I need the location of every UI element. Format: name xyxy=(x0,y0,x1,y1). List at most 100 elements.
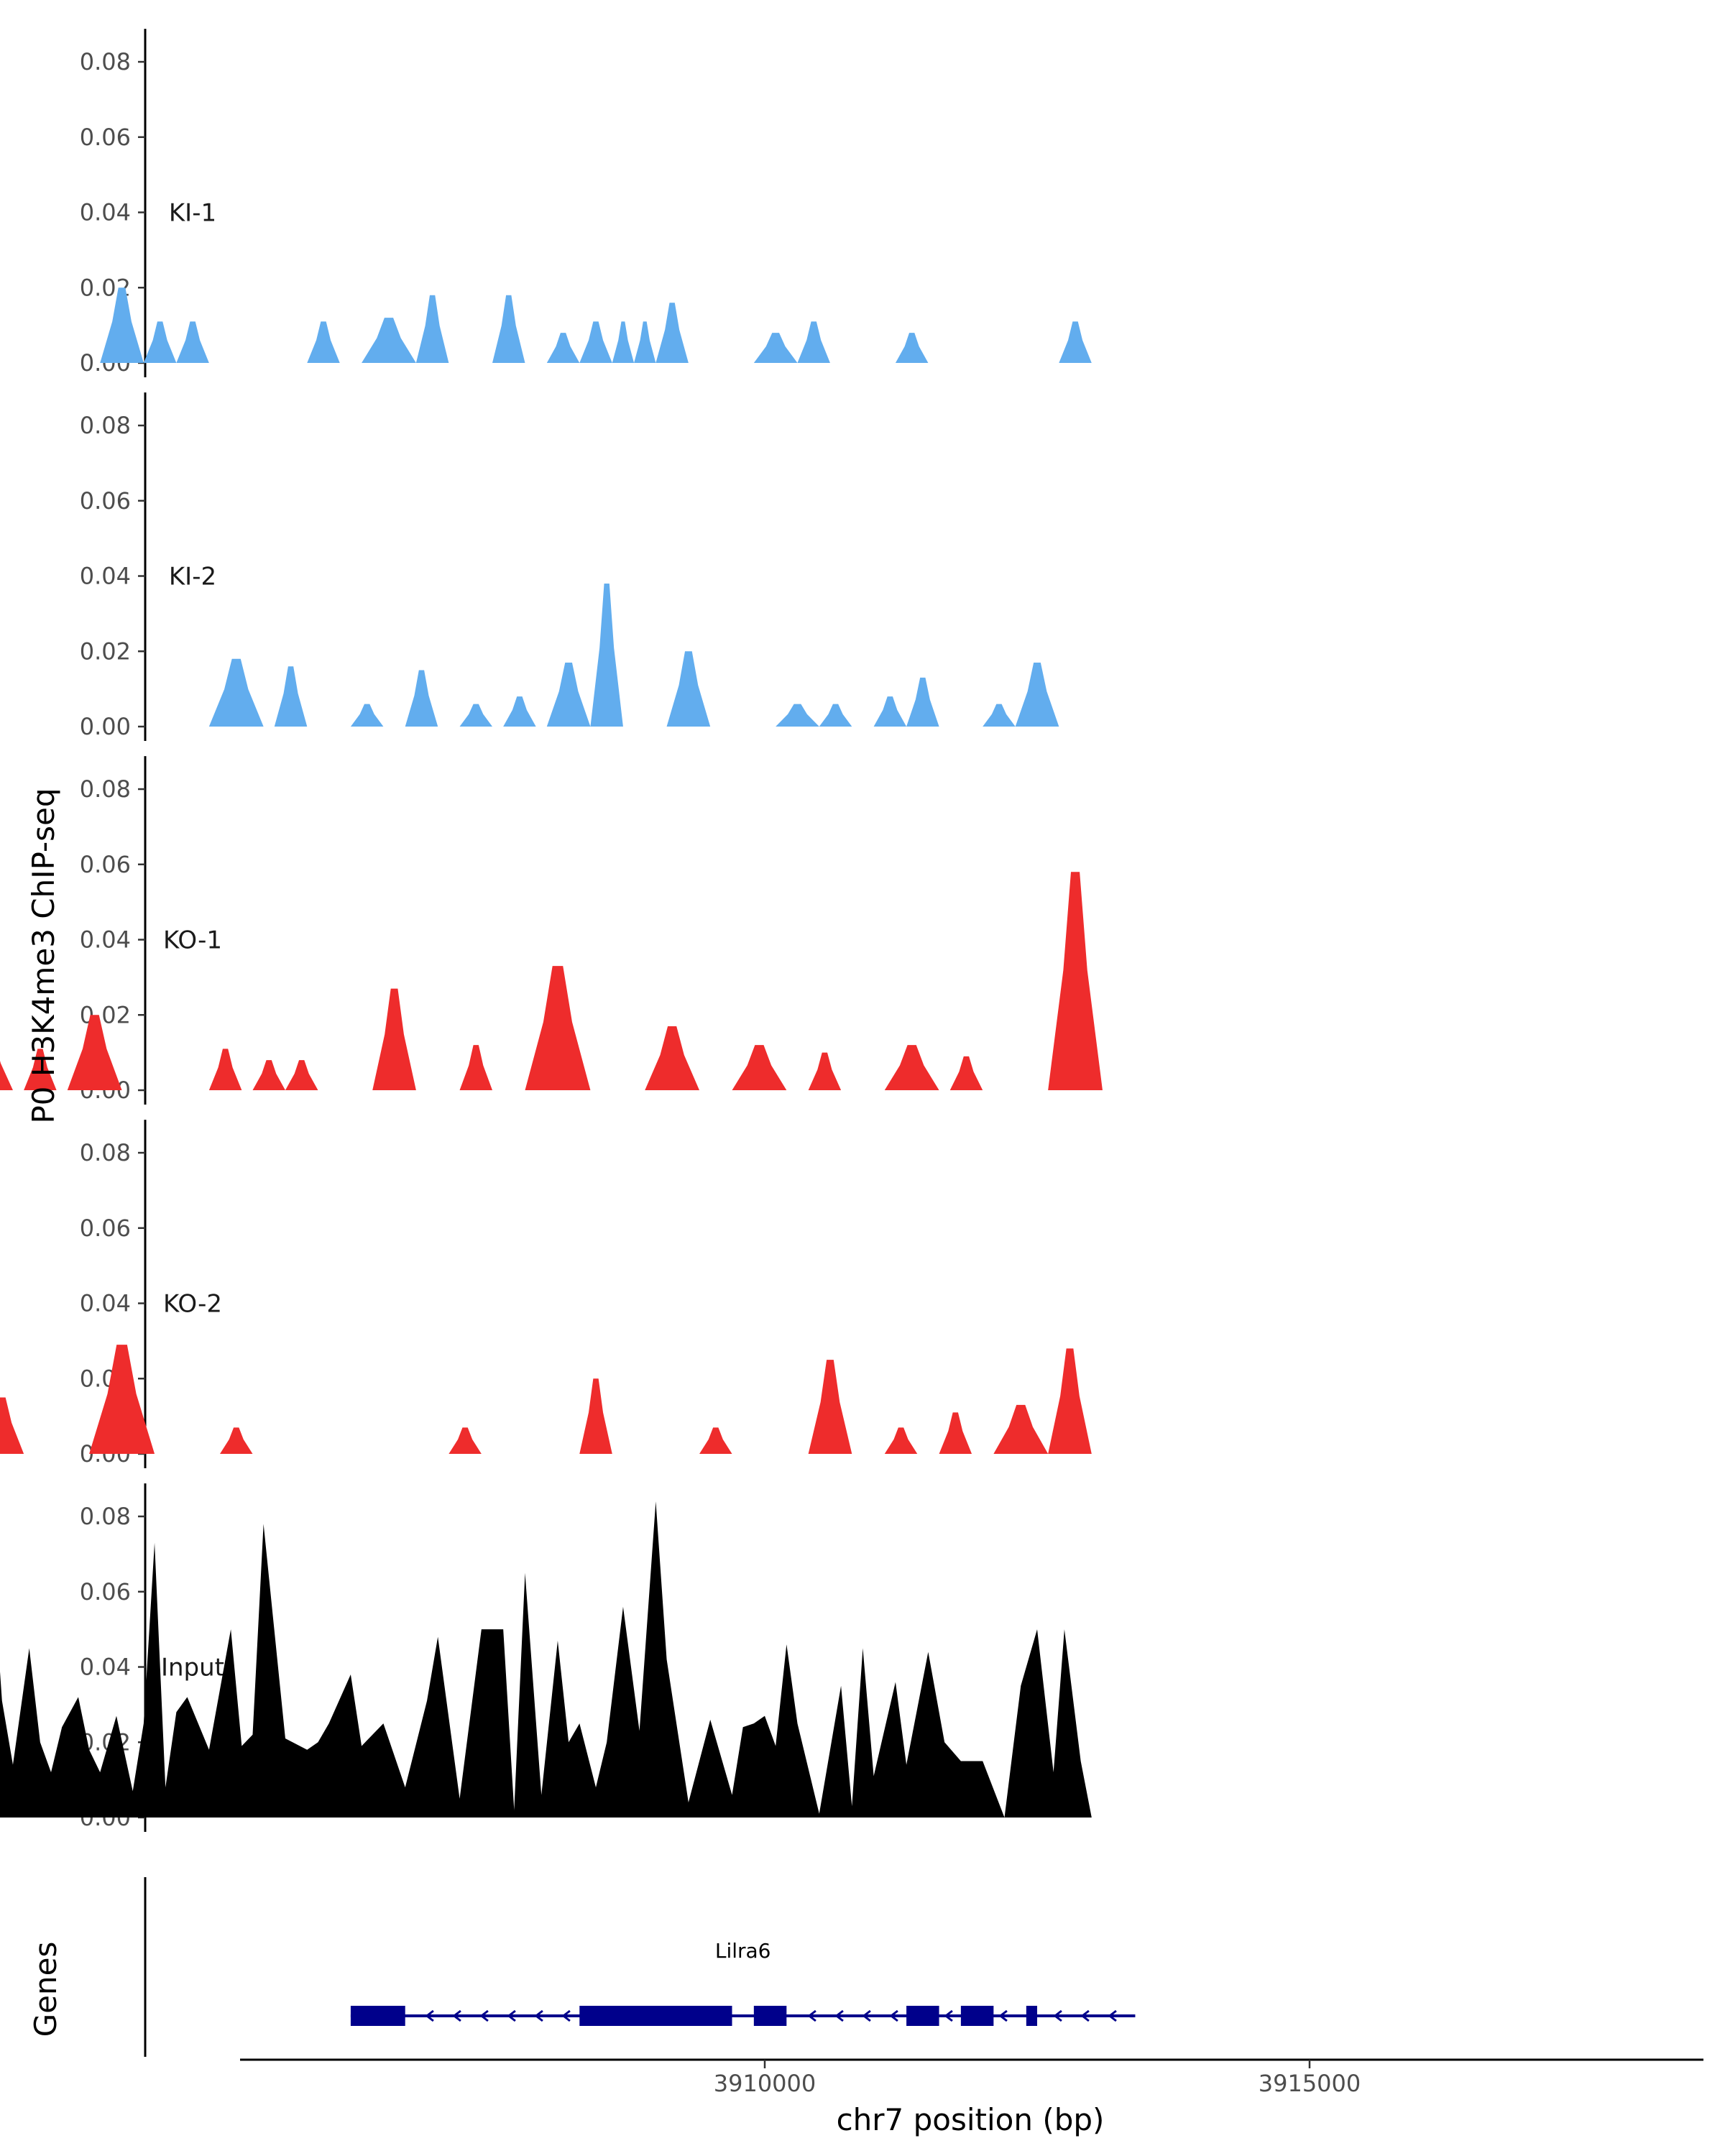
signal-peak xyxy=(699,1427,732,1454)
y-tick-label: 0.02 xyxy=(80,637,131,665)
y-tick-label: 0.08 xyxy=(80,48,131,75)
signal-peak xyxy=(612,321,635,363)
y-axis-title: P0 H3K4me3 ChIP-seq xyxy=(26,788,61,1123)
y-tick-label: 0.08 xyxy=(80,412,131,439)
signal-peak xyxy=(776,704,819,727)
signal-peak xyxy=(1048,872,1103,1090)
track-label: Input xyxy=(161,1654,224,1682)
signal-peak xyxy=(176,321,209,363)
signal-peak xyxy=(362,318,416,363)
track-panels: 0.00 0.02 0.04 0.06 0.08 KI-1 0.00 0.02 0.04 0.06… xyxy=(0,29,1103,1832)
signal-peak xyxy=(100,287,144,363)
gene-exon xyxy=(579,2006,732,2026)
x-axis-title: chr7 position (bp) xyxy=(837,2102,1105,2137)
signal-peak xyxy=(884,1427,918,1454)
gene-exon xyxy=(753,2006,787,2026)
signal-peak xyxy=(808,1052,842,1090)
signal-peak xyxy=(220,1427,253,1454)
signal-peak xyxy=(525,966,591,1090)
strand-arrow xyxy=(1053,2009,1062,2022)
y-tick-label: 0.06 xyxy=(80,1578,131,1606)
signal-peak xyxy=(1015,662,1059,727)
strand-arrow xyxy=(452,2009,461,2022)
signal-peak xyxy=(1048,1348,1092,1454)
signal-peak xyxy=(89,1345,155,1454)
x-tick-label: 3910000 xyxy=(714,2070,816,2097)
strand-arrow xyxy=(944,2009,953,2022)
signal-peak xyxy=(307,321,340,363)
signal-peak xyxy=(448,1427,482,1454)
strand-arrow xyxy=(1108,2009,1117,2022)
strand-arrow xyxy=(998,2009,1008,2022)
signal-peak xyxy=(459,1045,492,1090)
signal-peak xyxy=(405,670,438,727)
signal-peak xyxy=(939,1412,972,1454)
gene-panel: Lilra6 xyxy=(144,1877,1136,2057)
signal-peak xyxy=(492,295,525,363)
signal-peak xyxy=(819,704,852,727)
signal-peak xyxy=(415,295,449,363)
y-tick-label: 0.06 xyxy=(80,487,131,515)
signal-peak xyxy=(645,1026,700,1090)
signal-peak xyxy=(906,677,939,727)
y-tick-label: 0.08 xyxy=(80,1139,131,1166)
track-label: KO-2 xyxy=(163,1290,222,1319)
signal-peak xyxy=(983,704,1016,727)
track-label: KI-1 xyxy=(169,199,216,228)
strand-arrow xyxy=(479,2009,489,2022)
signal-peak xyxy=(350,704,384,727)
strand-arrow xyxy=(889,2009,898,2022)
x-tick-label: 3915000 xyxy=(1259,2070,1361,2097)
signal-peak xyxy=(143,321,177,363)
gene-exon xyxy=(906,2006,939,2026)
signal-peak xyxy=(895,333,929,363)
signal-peak xyxy=(656,303,689,363)
y-tick-label: 0.00 xyxy=(80,713,131,740)
strand-arrow xyxy=(561,2009,571,2022)
signal-peak xyxy=(0,1397,24,1454)
strand-arrow xyxy=(834,2009,844,2022)
signal-peak xyxy=(252,1060,285,1090)
genes-axis-title: Genes xyxy=(28,1942,63,2037)
signal-peak xyxy=(24,1049,57,1090)
y-tick-label: 0.06 xyxy=(80,124,131,151)
y-tick-label: 0.08 xyxy=(80,1503,131,1530)
signal-peak xyxy=(208,658,264,727)
y-tick-label: 0.06 xyxy=(80,851,131,878)
signal-peak xyxy=(884,1045,939,1090)
signal-peak xyxy=(590,583,623,727)
input-signal-area xyxy=(0,1501,1092,1818)
signal-peak xyxy=(753,333,798,363)
track-ki-2: 0.00 0.02 0.04 0.06 0.08 KI-2 xyxy=(80,392,1059,741)
signal-peak xyxy=(808,1360,852,1454)
strand-arrow xyxy=(1080,2009,1090,2022)
strand-arrow xyxy=(862,2009,871,2022)
y-tick-label: 0.08 xyxy=(80,775,131,803)
y-tick-label: 0.06 xyxy=(80,1215,131,1242)
x-axis: 3910000 3915000 xyxy=(240,2058,1703,2097)
strand-arrow xyxy=(425,2009,434,2022)
gene-exon xyxy=(350,2006,405,2026)
signal-peak xyxy=(579,1378,612,1454)
signal-peak xyxy=(579,321,612,363)
signal-peak xyxy=(0,1061,13,1090)
track-label: KO-1 xyxy=(163,926,222,955)
strand-arrow xyxy=(507,2009,516,2022)
signal-peak xyxy=(372,988,416,1090)
signal-peak xyxy=(993,1404,1049,1454)
y-tick-label: 0.04 xyxy=(80,199,131,226)
signal-peak xyxy=(285,1060,318,1090)
signal-peak xyxy=(1059,321,1092,363)
y-tick-label: 0.04 xyxy=(80,1290,131,1317)
signal-peak xyxy=(666,651,711,727)
signal-peak xyxy=(503,696,536,727)
signal-peak xyxy=(546,662,591,727)
signal-peak xyxy=(732,1045,787,1090)
strand-arrow xyxy=(534,2009,543,2022)
y-tick-label: 0.04 xyxy=(80,1654,131,1681)
signal-peak xyxy=(67,1015,122,1090)
signal-peak xyxy=(208,1049,242,1090)
